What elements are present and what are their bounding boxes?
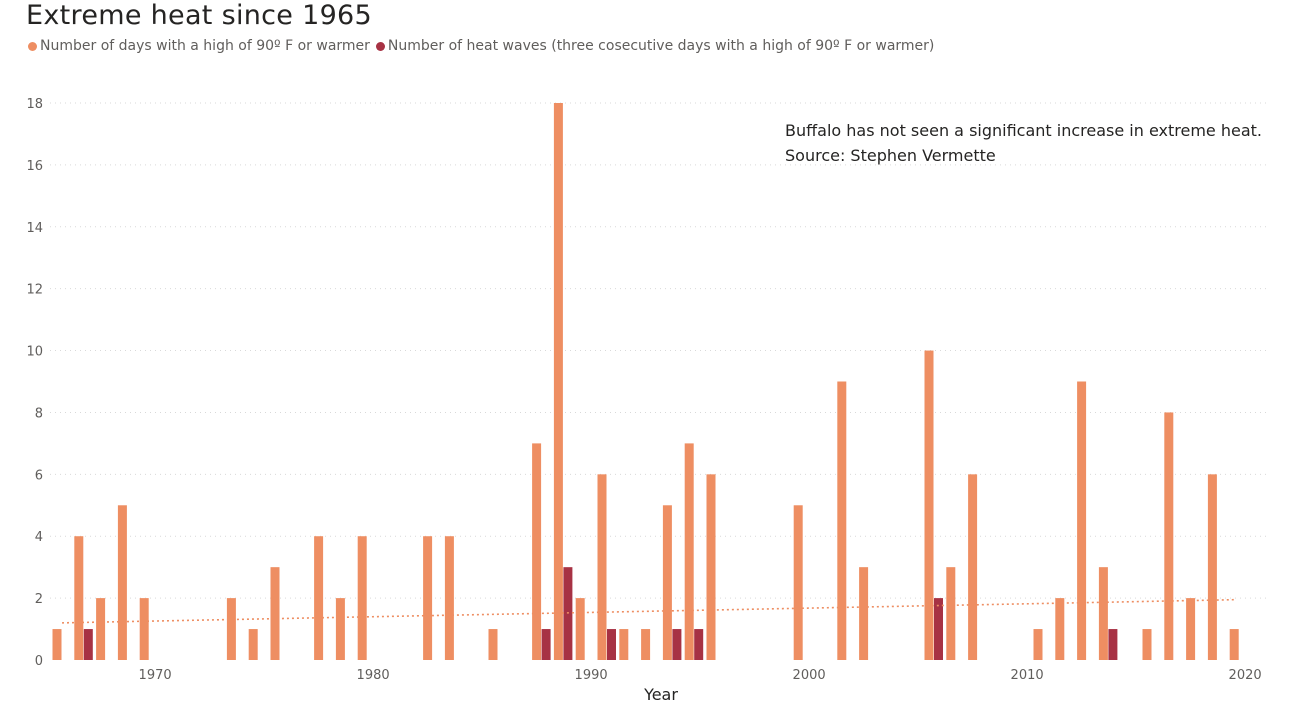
bar-heatwaves-1994 bbox=[694, 629, 704, 660]
bar-days-1966 bbox=[74, 536, 84, 660]
bar-days-1978 bbox=[335, 598, 345, 660]
y-tick-label-6: 6 bbox=[35, 468, 43, 483]
bars bbox=[52, 103, 1239, 660]
legend: Number of days with a high of 90º F or w… bbox=[28, 38, 940, 54]
legend-label-heatwaves: Number of heat waves (three cosecutive d… bbox=[387, 38, 935, 54]
bar-days-2012 bbox=[1077, 381, 1087, 660]
chart-title: Extreme heat since 1965 bbox=[26, 0, 373, 31]
bar-days-1991 bbox=[619, 629, 629, 660]
gridlines bbox=[50, 102, 1268, 599]
bar-days-1992 bbox=[641, 629, 651, 660]
bar-days-1968 bbox=[117, 505, 127, 660]
x-tick-label-2010: 2010 bbox=[1011, 668, 1044, 683]
legend-item-heatwaves[interactable]: Number of heat waves (three cosecutive d… bbox=[375, 38, 935, 54]
x-tick-label-1970: 1970 bbox=[139, 668, 172, 683]
y-tick-label-12: 12 bbox=[26, 283, 43, 298]
y-tick-label-4: 4 bbox=[35, 530, 43, 545]
bar-heatwaves-1987 bbox=[541, 629, 551, 660]
x-tick-label-1990: 1990 bbox=[575, 668, 608, 683]
bar-days-2013 bbox=[1098, 567, 1108, 660]
bar-days-1979 bbox=[357, 536, 367, 660]
bar-heatwaves-1966 bbox=[83, 629, 93, 660]
x-tick-label-1980: 1980 bbox=[357, 668, 390, 683]
bar-days-2011 bbox=[1055, 598, 1065, 660]
bar-days-1973 bbox=[226, 598, 236, 660]
bar-days-1977 bbox=[314, 536, 324, 660]
y-tick-label-18: 18 bbox=[26, 97, 43, 112]
x-tick-label-2020: 2020 bbox=[1229, 668, 1262, 683]
annotation-line-1: Buffalo has not seen a significant incre… bbox=[785, 121, 1262, 140]
y-tick-label-16: 16 bbox=[26, 159, 43, 174]
legend-swatch-days bbox=[28, 41, 37, 51]
bar-days-2015 bbox=[1142, 629, 1152, 660]
bar-days-1982 bbox=[423, 536, 433, 660]
bar-days-1965 bbox=[52, 629, 62, 660]
bar-days-1985 bbox=[488, 629, 498, 660]
y-axis: 0 2 4 6 8 10 12 14 16 18 bbox=[26, 97, 43, 669]
y-tick-label-0: 0 bbox=[35, 654, 43, 669]
y-tick-label-10: 10 bbox=[26, 345, 43, 360]
bar-heatwaves-1993 bbox=[672, 629, 682, 660]
y-tick-label-8: 8 bbox=[35, 406, 43, 421]
x-axis: 1970 1980 1990 2000 2010 2020 bbox=[139, 668, 1262, 683]
bar-days-2017 bbox=[1186, 598, 1196, 660]
bar-days-2007 bbox=[968, 474, 978, 660]
bar-days-2019 bbox=[1229, 629, 1239, 660]
bar-days-1974 bbox=[248, 629, 258, 660]
bar-heatwaves-2013 bbox=[1108, 629, 1118, 660]
bar-days-2006 bbox=[946, 567, 956, 660]
bar-days-1987 bbox=[532, 443, 542, 660]
bar-days-2005 bbox=[924, 350, 934, 660]
legend-swatch-heatwaves bbox=[375, 41, 385, 51]
bar-days-1990 bbox=[597, 474, 607, 660]
y-tick-label-14: 14 bbox=[26, 221, 43, 236]
x-tick-label-2000: 2000 bbox=[793, 668, 826, 683]
bar-days-2010 bbox=[1033, 629, 1043, 660]
trendline-days bbox=[61, 598, 1237, 624]
bar-days-1995 bbox=[706, 474, 716, 660]
bar-days-1967 bbox=[96, 598, 106, 660]
bar-days-1975 bbox=[270, 567, 280, 660]
bar-days-1988 bbox=[553, 103, 563, 660]
legend-item-days[interactable]: Number of days with a high of 90º F or w… bbox=[28, 38, 370, 54]
bar-days-1989 bbox=[575, 598, 585, 660]
legend-label-days: Number of days with a high of 90º F or w… bbox=[40, 38, 370, 54]
bar-days-1969 bbox=[139, 598, 149, 660]
y-tick-label-2: 2 bbox=[35, 592, 43, 607]
x-axis-title: Year bbox=[643, 685, 678, 704]
bar-days-1983 bbox=[444, 536, 454, 660]
bar-days-1994 bbox=[684, 443, 694, 660]
bar-heatwaves-1990 bbox=[607, 629, 616, 660]
bar-days-1999 bbox=[793, 505, 803, 660]
bar-heatwaves-2005 bbox=[934, 598, 943, 660]
bar-days-2001 bbox=[837, 381, 847, 660]
annotation-line-2: Source: Stephen Vermette bbox=[785, 146, 996, 165]
bar-days-1993 bbox=[662, 505, 672, 660]
bar-days-2016 bbox=[1164, 412, 1174, 660]
trendline bbox=[61, 598, 1237, 624]
bar-days-2002 bbox=[859, 567, 869, 660]
bar-days-2018 bbox=[1207, 474, 1217, 660]
